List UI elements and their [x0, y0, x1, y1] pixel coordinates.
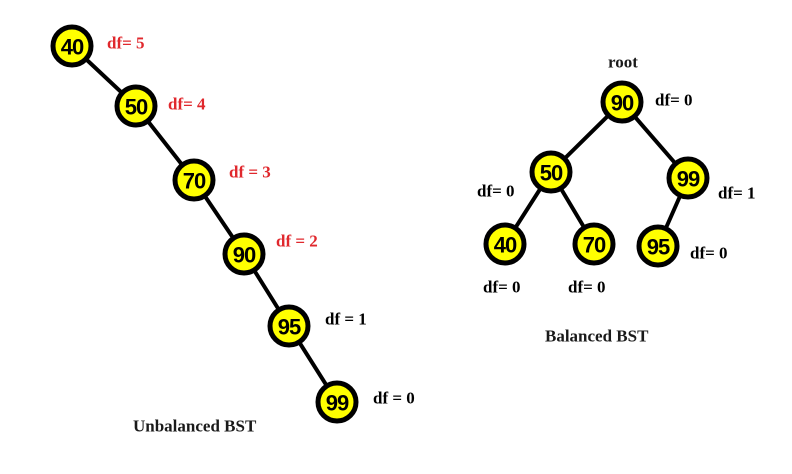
node-value: 50 — [125, 95, 148, 120]
balanced-df-label-70: df= 0 — [568, 278, 606, 297]
node-value: 40 — [61, 35, 84, 60]
unbalanced-bst-caption: Unbalanced BST — [133, 417, 257, 436]
node-value: 95 — [647, 235, 670, 260]
balanced-node-99: 99 — [666, 156, 710, 200]
unbalanced-node-90: 90 — [222, 232, 266, 276]
unbalanced-df-label-40: df= 5 — [107, 34, 145, 53]
balanced-node-90: 90 — [600, 80, 644, 124]
balanced-node-40: 40 — [483, 222, 527, 266]
balanced-df-label-95: df= 0 — [690, 244, 728, 263]
node-value: 70 — [583, 233, 606, 258]
node-value: 70 — [183, 169, 206, 194]
balanced-node-70: 70 — [572, 222, 616, 266]
root-label: root — [608, 53, 638, 72]
balanced-df-label-99: df= 1 — [718, 184, 756, 203]
unbalanced-node-40: 40 — [50, 24, 94, 68]
node-value: 40 — [494, 233, 517, 258]
balanced-df-label-90: df= 0 — [655, 91, 693, 110]
node-value: 90 — [611, 91, 634, 116]
node-value: 95 — [278, 315, 301, 340]
unbalanced-df-label-70: df = 3 — [229, 163, 271, 182]
unbalanced-df-label-50: df= 4 — [168, 95, 206, 114]
node-value: 99 — [326, 391, 349, 416]
unbalanced-node-99: 99 — [315, 380, 359, 424]
unbalanced-df-label-99: df = 0 — [373, 389, 415, 408]
unbalanced-df-label-95: df = 1 — [325, 310, 367, 329]
balanced-node-50: 50 — [529, 150, 573, 194]
unbalanced-node-70: 70 — [172, 158, 216, 202]
node-value: 50 — [540, 161, 563, 186]
unbalanced-df-label-90: df = 2 — [276, 232, 318, 251]
node-value: 99 — [677, 167, 700, 192]
balanced-df-label-40: df= 0 — [483, 278, 521, 297]
node-value: 90 — [233, 243, 256, 268]
balanced-df-label-50: df= 0 — [477, 182, 515, 201]
unbalanced-node-95: 95 — [267, 304, 311, 348]
unbalanced-node-50: 50 — [114, 84, 158, 128]
balanced-node-95: 95 — [636, 224, 680, 268]
balanced-bst-caption: Balanced BST — [545, 327, 649, 346]
